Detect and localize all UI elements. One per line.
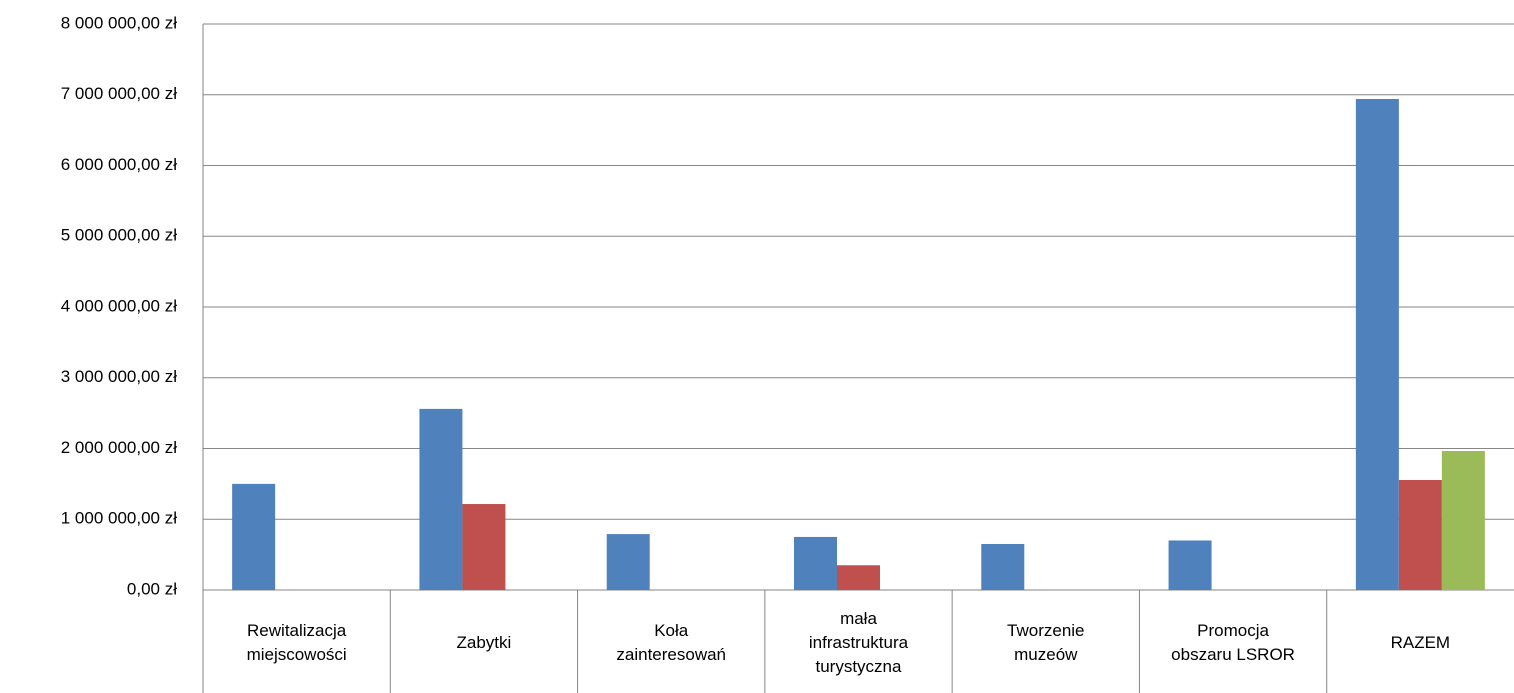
x-tick-label: RAZEM xyxy=(1390,633,1451,652)
bar xyxy=(419,408,463,590)
bar xyxy=(1168,540,1212,590)
y-tick-label: 1 000 000,00 zł xyxy=(61,509,177,528)
bar xyxy=(1441,450,1485,590)
x-tick-label: mała infrastruktura turystyczna xyxy=(808,609,909,676)
bar xyxy=(232,483,276,590)
bar xyxy=(1355,98,1399,591)
y-tick-label: 6 000 000,00 zł xyxy=(61,155,177,174)
bar xyxy=(794,536,837,590)
x-tick-label: Tworzenie muzeów xyxy=(1007,621,1085,664)
y-tick-label: 5 000 000,00 zł xyxy=(61,226,177,245)
bar xyxy=(462,504,506,590)
y-tick-label: 3 000 000,00 zł xyxy=(61,367,177,386)
x-tick-label: Promocja obszaru LSROR xyxy=(1171,621,1295,664)
bar xyxy=(606,534,650,590)
y-tick-label: 4 000 000,00 zł xyxy=(61,296,177,315)
y-tick-label: 8 000 000,00 zł xyxy=(61,13,177,32)
x-tick-label: Zabytki xyxy=(456,633,512,652)
x-tick-label: Koła zainteresowań xyxy=(616,621,727,664)
x-tick-label: Rewitalizacja miejscowości xyxy=(246,621,347,664)
bar xyxy=(1398,479,1442,590)
bar xyxy=(837,565,880,590)
y-tick-label: 0,00 zł xyxy=(127,579,177,598)
y-tick-label: 7 000 000,00 zł xyxy=(61,84,177,103)
bar xyxy=(981,544,1025,590)
y-tick-label: 2 000 000,00 zł xyxy=(61,438,177,457)
